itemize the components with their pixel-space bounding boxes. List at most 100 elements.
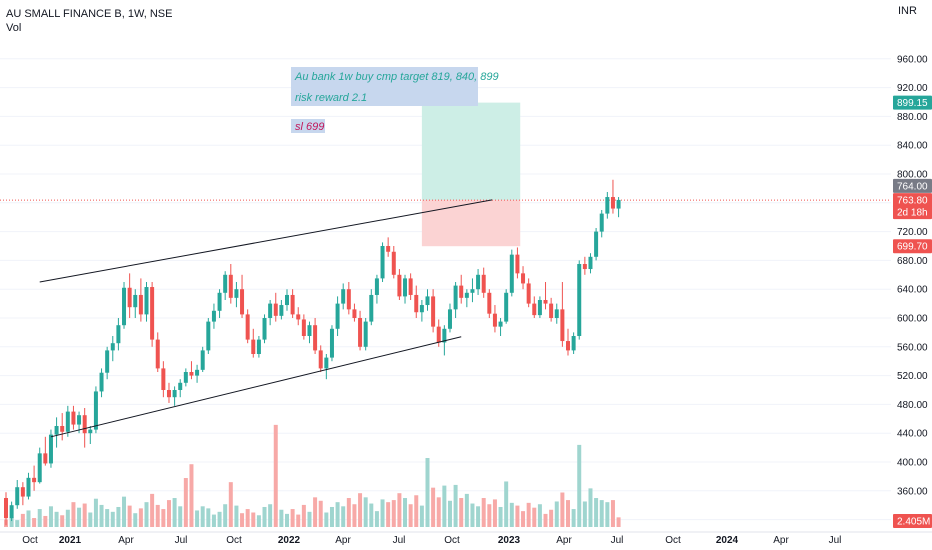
candle-body [183, 372, 188, 383]
x-tick-label: Jul [175, 535, 188, 546]
y-tick-label: 640.00 [897, 285, 928, 296]
candle [363, 318, 368, 351]
volume-bar [464, 493, 469, 527]
volume-bar [155, 504, 160, 527]
candle-body [588, 256, 593, 270]
candlesticks [4, 179, 621, 526]
candle-body [436, 326, 441, 343]
candle-body [599, 213, 604, 232]
time-axis[interactable]: Oct 2021 Apr Jul Oct 2022 Apr Jul Oct 2023 Apr Jul O… [0, 531, 932, 546]
candle-body [138, 294, 143, 315]
candle-body [464, 292, 469, 298]
volume-bar [110, 511, 115, 527]
candle-body [273, 303, 278, 316]
candle [341, 283, 346, 310]
candle [369, 289, 374, 326]
target-price-tag-bg [893, 95, 932, 110]
volume-bar [206, 508, 211, 527]
candle [172, 386, 177, 406]
candle-body [504, 292, 509, 322]
candle [504, 289, 509, 324]
candle [408, 273, 413, 300]
candle-body [71, 411, 76, 425]
volume-bar [341, 506, 346, 527]
candle-body [324, 357, 329, 369]
candle [470, 278, 475, 303]
candle [296, 307, 301, 326]
candle-body [509, 254, 514, 293]
position-zones[interactable] [0, 102, 891, 247]
candle [526, 278, 531, 308]
x-tick-label: Oct [665, 535, 681, 546]
price-axis[interactable]: 960.00920.00880.00840.00800.00760.00720.… [897, 54, 928, 526]
volume-bar [537, 504, 542, 527]
annotations[interactable]: Au bank 1w buy cmp target 819, 840, 899 … [291, 67, 499, 133]
candle [256, 336, 261, 358]
volume-bar [554, 501, 559, 527]
x-tick-label: Jul [611, 535, 624, 546]
candle-body [127, 287, 132, 308]
candle-body [77, 415, 82, 425]
candle [234, 282, 239, 308]
target-zone [421, 102, 521, 201]
volume-bar [301, 504, 306, 527]
candle [155, 332, 160, 372]
volume-bar [211, 514, 216, 527]
candle-body [560, 309, 565, 342]
currency-label: INR [898, 5, 917, 17]
y-tick-label: 360.00 [897, 486, 928, 497]
candle-body [200, 350, 205, 370]
candle-body [279, 305, 284, 316]
candle [318, 345, 323, 372]
candle [37, 447, 42, 484]
y-tick-label: 800.00 [897, 170, 928, 181]
candle [537, 296, 542, 318]
candle [459, 274, 464, 304]
trendlines[interactable] [39, 199, 493, 438]
volume-bars [4, 424, 621, 527]
volume-bar [369, 503, 374, 527]
volume-label: Vol [6, 22, 21, 34]
candle-body [307, 325, 312, 336]
candle [549, 297, 554, 322]
volume-bar [9, 517, 14, 527]
volume-bar [32, 518, 37, 527]
volume-bar [195, 510, 200, 527]
candle-body [414, 294, 419, 313]
volume-bar [436, 497, 441, 527]
volume-bar [127, 505, 132, 527]
candle [285, 289, 289, 311]
candle-body [37, 453, 42, 483]
candle-body [110, 343, 115, 351]
countdown-tag: 2d 18h [897, 208, 928, 219]
candle-body [369, 294, 374, 322]
volume-bar [324, 512, 329, 527]
candle [71, 405, 76, 430]
candle-body [447, 309, 452, 329]
volume-bar [346, 498, 351, 527]
candle-body [566, 341, 570, 351]
candle-body [476, 274, 481, 290]
volume-bar [285, 513, 289, 527]
countdown-tag-bg [893, 205, 932, 220]
volume-bar [99, 504, 104, 527]
candle [65, 405, 70, 437]
note3-box[interactable] [291, 119, 325, 133]
candle [599, 210, 604, 238]
candle [245, 309, 250, 344]
y-tick-label: 720.00 [897, 227, 928, 238]
volume-bar [172, 498, 177, 527]
candle-body [549, 303, 554, 318]
volume-bar [447, 500, 452, 527]
volume-bar [279, 509, 284, 527]
volume-bar [144, 502, 149, 527]
candle-body [577, 264, 582, 336]
candle-body [43, 453, 48, 464]
x-tick-label: Apr [118, 535, 134, 546]
volume-bar [273, 424, 278, 527]
note1-box[interactable] [291, 67, 478, 106]
candle [543, 282, 548, 310]
candle [374, 274, 379, 304]
candle [594, 228, 599, 261]
